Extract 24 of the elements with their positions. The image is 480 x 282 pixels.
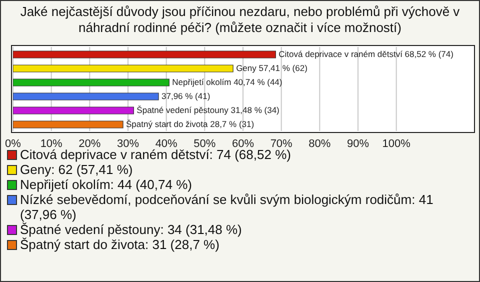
x-tick-label: 10% [40, 138, 63, 150]
data-label: Nepřijetí okolím 40,74 % (44) [172, 77, 282, 87]
data-label: Citová deprivace v raném dětství 68,52 % (74) [278, 49, 454, 59]
x-tick-label: 30% [116, 138, 140, 150]
x-tick-label: 50% [194, 138, 216, 150]
legend-label: Geny: 62 (57,41 %) [20, 162, 133, 177]
data-label: Špatné vedení pěstouny 31,48 % (34) [136, 105, 280, 115]
data-label: Geny 57,41 % (62) [236, 63, 308, 73]
chart-title: Jaké nejčastější důvody jsou příčinou nezdaru, nebo problémů při výchově v náhradní rodinné péči? (můžete označit i více možností) [19, 4, 461, 36]
data-label: 37,96 % (41) [162, 91, 210, 101]
x-tick-label: 80% [308, 138, 331, 150]
legend-label: Špatné vedení pěstouny: 34 (31,48 %) [20, 222, 242, 237]
x-tick-label: 40% [155, 138, 178, 150]
x-tick-label: 0% [5, 138, 22, 150]
data-label: Špatný start do života 28,7 % (31) [126, 119, 254, 129]
legend-label: Špatný start do života: 31 (28,7 %) [20, 237, 220, 252]
legend-label: Nízké sebevědomí, podceňování se kvůli svým biologickým rodičům: 41 (37,96 %) [20, 192, 434, 222]
x-tick-label: 100% [382, 138, 411, 150]
x-tick-label: 70% [270, 138, 293, 150]
x-tick-label: 90% [346, 138, 370, 150]
x-tick-label: 60% [232, 138, 254, 150]
x-tick-label: 20% [78, 138, 101, 150]
legend-label: Nepřijetí okolím: 44 (40,74 %) [20, 177, 192, 192]
legend-label: Citová deprivace v raném dětství: 74 (68,52 %) [20, 147, 291, 162]
